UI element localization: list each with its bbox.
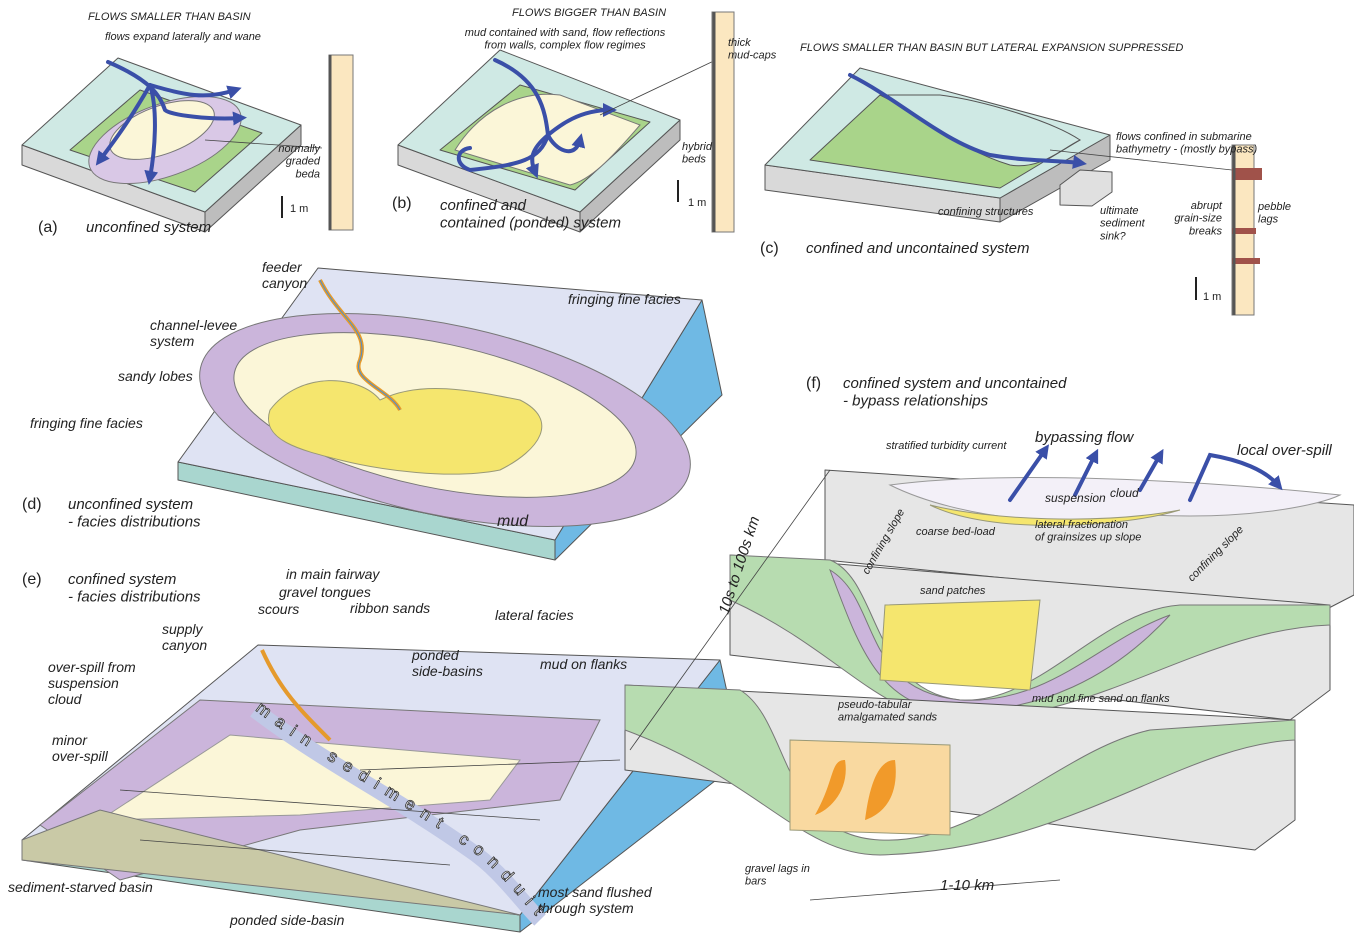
caption: - facies distributions: [68, 513, 201, 530]
label: normally: [278, 143, 321, 155]
panel-c-drawing: [764, 67, 1262, 316]
label: ponded side-basin: [229, 912, 345, 928]
label: sediment: [1100, 218, 1146, 230]
heading: FLOWS SMALLER THAN BASIN BUT LATERAL EXP…: [800, 42, 1183, 54]
label: bars: [745, 876, 767, 888]
panel-letter: (c): [760, 240, 779, 257]
label: suspension: [48, 675, 119, 691]
label: feeder: [262, 259, 303, 275]
label: beda: [296, 168, 320, 180]
label: coarse bed-load: [916, 526, 996, 538]
label: side-basins: [412, 663, 483, 679]
label: sink?: [1100, 230, 1127, 242]
label: fringing fine facies: [568, 291, 681, 307]
label: supply: [162, 621, 203, 637]
label: confining structures: [938, 206, 1034, 218]
caption: confined and uncontained system: [806, 240, 1029, 257]
scale-label: 1-10 km: [940, 877, 994, 894]
label: stratified turbidity current: [886, 440, 1007, 452]
label: ribbon sands: [350, 600, 430, 616]
caption: contained (ponded) system: [440, 214, 621, 231]
label: flows expand laterally and wane: [105, 31, 261, 43]
label: over-spill: [52, 748, 109, 764]
label: gravel lags in: [745, 863, 810, 875]
label: lags: [1258, 214, 1279, 226]
caption: unconfined system: [68, 496, 193, 513]
label: ponded: [411, 647, 460, 663]
panel-a-drawing: [21, 54, 354, 233]
label: canyon: [162, 637, 207, 653]
label: most sand flushed: [538, 884, 653, 900]
label: grain-size: [1174, 213, 1222, 225]
label: fringing fine facies: [30, 415, 143, 431]
panel-f-drawing: [624, 444, 1354, 901]
label: bathymetry - (mostly bypass): [1116, 144, 1258, 156]
label: of grainsizes up slope: [1035, 532, 1141, 544]
label: mud on flanks: [540, 656, 627, 672]
label: minor: [52, 732, 88, 748]
label: cloud: [48, 691, 83, 707]
label: local over-spill: [1237, 442, 1332, 459]
label: beds: [682, 154, 706, 166]
label: mud: [497, 513, 529, 530]
label: sediment-starved basin: [8, 879, 153, 895]
label: mud-caps: [728, 50, 777, 62]
label: pseudo-tabular: [837, 699, 913, 711]
label: mud contained with sand, flow reflection…: [465, 27, 666, 39]
label: thick: [728, 37, 751, 49]
label: 1 m: [1203, 291, 1221, 303]
label: suspension: [1045, 491, 1106, 505]
label: mud and fine sand on flanks: [1032, 693, 1170, 705]
label: scours: [258, 601, 299, 617]
label: in main fairway: [286, 566, 380, 582]
caption: unconfined system: [86, 219, 211, 236]
caption: - bypass relationships: [843, 392, 989, 409]
panel-e-drawing: [21, 644, 743, 933]
label: amalgamated sands: [838, 712, 938, 724]
heading: FLOWS BIGGER THAN BASIN: [512, 7, 666, 19]
label: lateral fractionation: [1035, 519, 1128, 531]
caption: - facies distributions: [68, 588, 201, 605]
label: ultimate: [1100, 205, 1139, 217]
label: lateral facies: [495, 607, 574, 623]
label: 1 m: [290, 203, 308, 215]
label: from walls, complex flow regimes: [484, 40, 646, 52]
label: 1 m: [688, 197, 706, 209]
label: pebble: [1257, 201, 1291, 213]
label: sand patches: [920, 585, 986, 597]
heading: FLOWS SMALLER THAN BASIN: [88, 11, 251, 23]
panel-letter: (d): [22, 496, 42, 513]
label: through system: [538, 900, 634, 916]
label: bypassing flow: [1035, 429, 1135, 446]
label: graded: [286, 156, 321, 168]
panel-letter: (b): [392, 195, 412, 212]
panel-letter: (e): [22, 571, 42, 588]
panel-b-drawing: [397, 11, 735, 233]
label: cloud: [1110, 486, 1139, 500]
label: flows confined in submarine: [1116, 131, 1252, 143]
label: gravel tongues: [279, 584, 371, 600]
label: abrupt: [1191, 200, 1223, 212]
caption: confined and: [440, 197, 527, 214]
label: breaks: [1189, 225, 1223, 237]
label: hybrid: [682, 141, 713, 153]
label: channel-levee: [150, 317, 237, 333]
caption: confined system: [68, 571, 176, 588]
label: canyon: [262, 275, 307, 291]
panel-letter: (f): [806, 375, 821, 392]
label: sandy lobes: [118, 368, 193, 384]
label: over-spill from: [48, 659, 136, 675]
caption: confined system and uncontained: [843, 375, 1067, 392]
panel-letter: (a): [38, 219, 58, 236]
label: system: [150, 333, 195, 349]
panel-d-drawing: [177, 267, 723, 561]
